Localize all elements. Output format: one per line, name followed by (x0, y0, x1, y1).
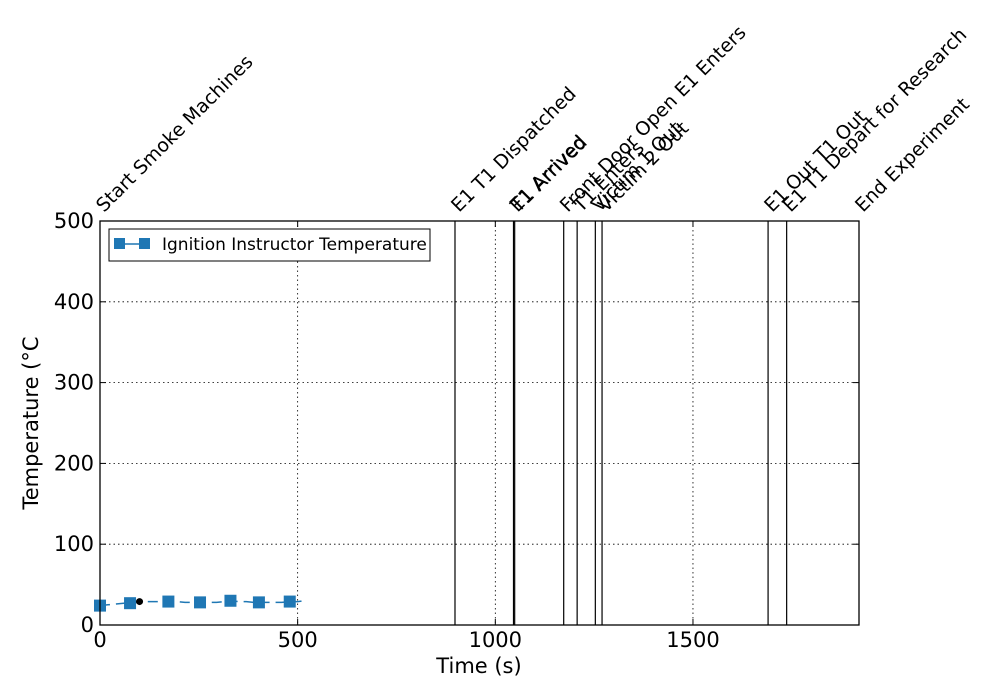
x-tick-label: 500 (278, 628, 318, 652)
x-tick-label: 0 (93, 628, 106, 652)
y-tick-label: 300 (54, 371, 94, 395)
series-marker (162, 595, 175, 608)
plot-frame (99, 220, 860, 626)
x-axis-label: Time (s) (435, 654, 521, 678)
y-tick-label: 400 (54, 290, 94, 314)
y-tick-label: 100 (54, 532, 94, 556)
ticks: 0 500 1000 1500 0 100 200 300 400 500 (54, 209, 859, 652)
grid (100, 221, 859, 625)
legend-marker (139, 238, 150, 249)
y-axis-label: Temperature (°C (19, 336, 43, 510)
plot-background (100, 221, 859, 625)
legend-label: Ignition Instructor Temperature (162, 235, 427, 255)
series-marker (224, 594, 237, 607)
event-lines (454, 221, 788, 625)
legend-marker (114, 238, 125, 249)
x-tick-label: 1000 (469, 628, 522, 652)
series-marker (252, 596, 265, 609)
series-marker (124, 597, 137, 610)
event-label: Start Smoke Machines (92, 51, 258, 217)
series-marker (283, 595, 296, 608)
x-tick-label: 1500 (666, 628, 719, 652)
y-tick-label: 0 (81, 613, 94, 637)
annotation-point (136, 598, 144, 606)
y-tick-label: 500 (54, 209, 94, 233)
legend: Ignition Instructor Temperature (108, 228, 431, 262)
legend-box (108, 228, 431, 262)
y-tick-label: 200 (54, 451, 94, 475)
series-marker (194, 596, 207, 609)
